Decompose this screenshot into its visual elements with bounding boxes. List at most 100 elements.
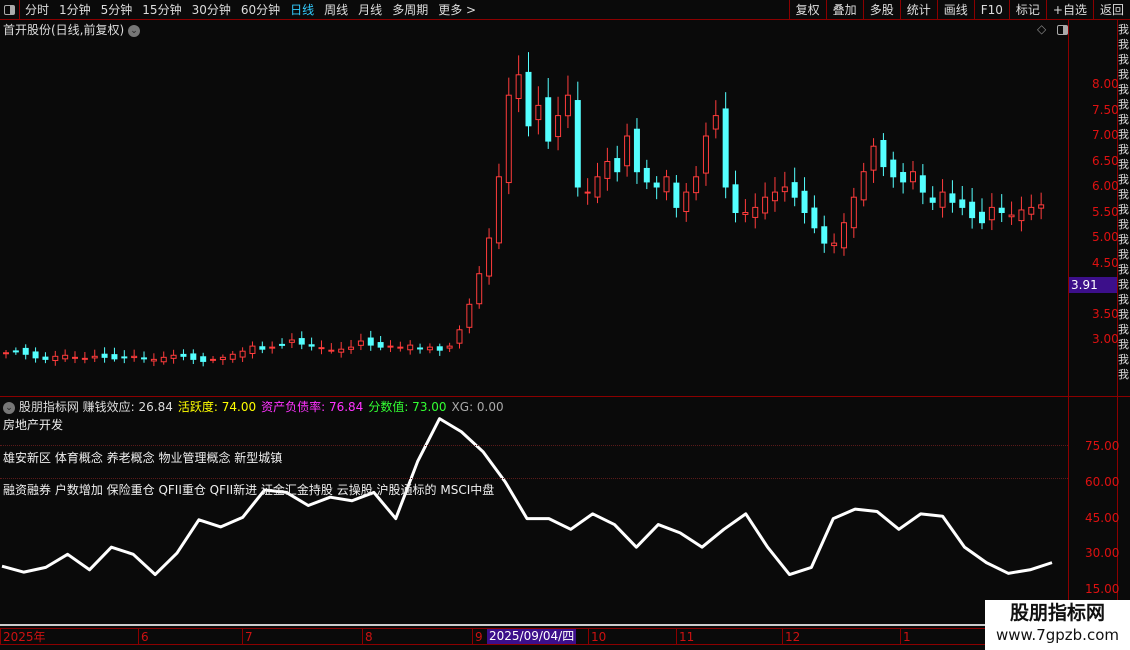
candle [42, 352, 49, 364]
period-tab[interactable]: 30分钟 [191, 3, 231, 17]
candle [890, 151, 897, 188]
candle [436, 343, 443, 356]
toolbar-button[interactable]: +自选 [1045, 0, 1093, 20]
candle [860, 162, 867, 207]
candle [939, 179, 946, 218]
indicator-value: XG: 0.00 [451, 400, 504, 414]
price-tick: 3.50 [1092, 306, 1119, 321]
period-tab[interactable]: 5分钟 [100, 3, 133, 17]
candle [969, 187, 976, 229]
period-tab[interactable]: 更多 > [438, 3, 477, 17]
chevron-down-icon[interactable]: ⌄ [3, 401, 15, 414]
candle [831, 233, 838, 254]
candle [840, 213, 847, 256]
price-tick: 8.00 [1092, 77, 1119, 91]
indicator-header: ⌄ 股朋指标网 赚钱效应: 26.84 活跃度: 74.00 资产负债率: 76.8… [3, 398, 509, 415]
candle [555, 96, 562, 151]
indicator-value: 活跃度: 74.00 [177, 400, 257, 414]
toolbar-button[interactable]: 画线 [936, 0, 974, 20]
date-axis: 2025年 6 7 8 9 10 11 12 1 [0, 628, 1130, 645]
candle [32, 347, 39, 363]
candle [357, 333, 364, 351]
industry-label: 房地产开发 [3, 418, 64, 432]
candle [693, 166, 700, 201]
candle [545, 78, 552, 149]
candle [919, 164, 926, 205]
candle [949, 180, 956, 213]
candle [22, 344, 29, 360]
candle [959, 186, 966, 216]
diamond-icon[interactable]: ◇ [1037, 22, 1047, 36]
toolbar-button[interactable]: 标记 [1008, 0, 1046, 20]
candlestick-chart[interactable] [0, 0, 1068, 630]
panel-toggle-icon[interactable] [1052, 20, 1072, 40]
candle [387, 340, 394, 353]
price-tick: 4.50 [1092, 255, 1119, 270]
candle [683, 183, 690, 222]
watermark-logo: 股朋指标网 www.7gpzb.com [985, 600, 1130, 650]
toolbar-button[interactable]: 叠加 [825, 0, 863, 20]
candle [407, 340, 414, 355]
period-tab[interactable]: 分时 [25, 3, 50, 17]
candle [190, 349, 197, 365]
candle [1038, 192, 1045, 220]
period-tab[interactable]: 1分钟 [59, 3, 91, 17]
candle [574, 81, 581, 197]
indicator-tick: 45.00 [1085, 510, 1120, 525]
indicator-name: 股朋指标网 [18, 400, 79, 414]
candle [150, 353, 157, 367]
period-tab[interactable]: 多周期 [392, 3, 429, 17]
price-tick: 5.50 [1092, 204, 1119, 219]
period-tab[interactable]: 60分钟 [240, 3, 281, 17]
candle [771, 177, 778, 212]
candle [269, 341, 276, 354]
candle [752, 193, 759, 229]
period-tab[interactable]: 周线 [324, 3, 349, 17]
chart-title: 首开股份(日线,前复权) [3, 23, 125, 37]
features-label: 融资融券 户数增加 保险重仓 QFII重仓 QFII新进 证金汇金持股 云操股 … [3, 483, 495, 497]
candle [801, 177, 808, 224]
date-label: 2025年 [0, 629, 46, 645]
date-label: 1 [900, 629, 911, 645]
candle [633, 118, 640, 184]
candle [318, 340, 325, 355]
candle [702, 122, 709, 186]
candle [870, 138, 877, 183]
indicator-value: 分数值: 73.00 [368, 400, 447, 414]
chevron-down-icon[interactable]: ⌄ [128, 24, 141, 37]
current-price-label: 3.91 [1069, 277, 1117, 293]
toolbar-button[interactable]: 多股 [862, 0, 900, 20]
toolbar-button[interactable]: F10 [973, 0, 1009, 20]
candle [535, 86, 542, 135]
price-tick: 6.50 [1092, 153, 1119, 168]
indicator-tick: 15.00 [1085, 582, 1120, 596]
indicator-tick: 75.00 [1085, 439, 1120, 454]
date-label: 10 [588, 629, 606, 645]
candle [673, 175, 680, 218]
candle [791, 167, 798, 207]
candle [101, 347, 108, 363]
candle [160, 351, 167, 365]
toolbar-button[interactable]: 统计 [899, 0, 937, 20]
toolbar-button[interactable]: 返回 [1092, 0, 1130, 20]
candle [239, 347, 246, 362]
candle [367, 330, 374, 351]
candle [604, 147, 611, 191]
panel-toggle-icon[interactable] [0, 0, 20, 20]
candle [52, 350, 59, 366]
period-tab[interactable]: 15分钟 [142, 3, 182, 17]
candle [328, 343, 335, 354]
candle [515, 55, 522, 113]
candle [584, 178, 591, 205]
indicator-value: 资产负债率: 76.84 [261, 400, 364, 414]
period-tab[interactable]: 日线 [290, 3, 315, 17]
candle [998, 194, 1005, 223]
candle [308, 337, 315, 351]
toolbar-button[interactable]: 复权 [788, 0, 826, 20]
candle [762, 182, 769, 220]
candle [564, 75, 571, 129]
candle [653, 176, 660, 200]
period-tab[interactable]: 月线 [358, 3, 383, 17]
candle [12, 347, 19, 355]
candle [279, 338, 286, 349]
